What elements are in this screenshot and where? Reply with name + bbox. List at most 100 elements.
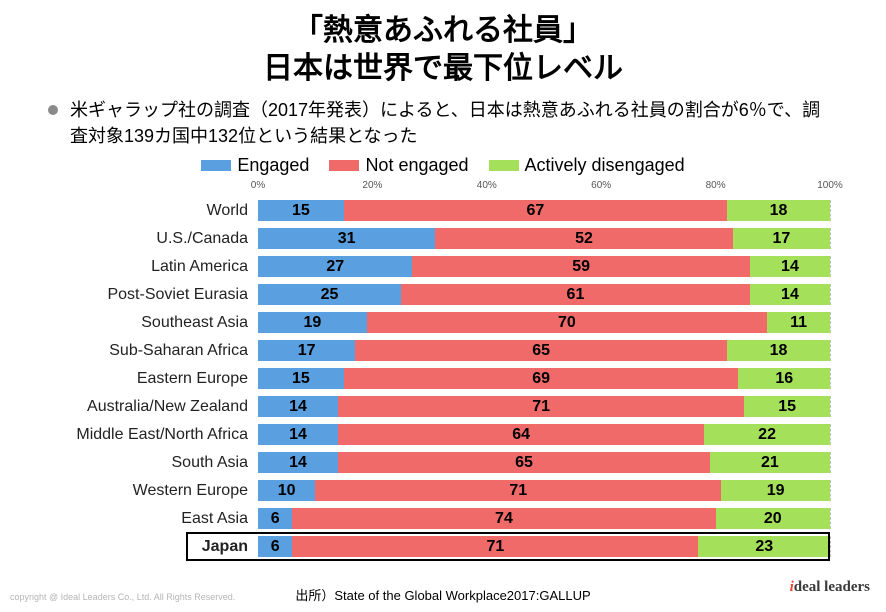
legend-label: Not engaged bbox=[365, 155, 468, 176]
row-label: East Asia bbox=[56, 510, 258, 528]
bar-row: Japan67123 bbox=[56, 534, 830, 559]
row-label: Sub-Saharan Africa bbox=[56, 342, 258, 360]
legend-swatch bbox=[489, 160, 519, 171]
bar-segment: 6 bbox=[258, 508, 292, 529]
bar-segment: 17 bbox=[733, 228, 830, 249]
bar-segment: 20 bbox=[716, 508, 830, 529]
bar-segment: 25 bbox=[258, 284, 401, 305]
bar-segment: 70 bbox=[367, 312, 767, 333]
bar-segment: 14 bbox=[258, 452, 338, 473]
bar-segment: 10 bbox=[258, 480, 315, 501]
bar-segment: 14 bbox=[750, 284, 830, 305]
bar-segment: 18 bbox=[727, 340, 830, 361]
bar-segment: 23 bbox=[698, 536, 830, 557]
bar-row: East Asia67420 bbox=[56, 506, 830, 531]
axis-tick: 60% bbox=[591, 180, 611, 191]
copyright-notice: copyright @ Ideal Leaders Co., Ltd. All … bbox=[10, 592, 235, 602]
row-label: Western Europe bbox=[56, 482, 258, 500]
axis-tick: 0% bbox=[251, 180, 265, 191]
bar-segment: 59 bbox=[412, 256, 749, 277]
description-text: 米ギャラップ社の調査（2017年発表）によると、日本は熱意あふれる社員の割合が6… bbox=[70, 97, 838, 149]
bar-segment: 14 bbox=[258, 424, 338, 445]
description-bullet: 米ギャラップ社の調査（2017年発表）によると、日本は熱意あふれる社員の割合が6… bbox=[0, 87, 886, 149]
title-line-1: 「熱意あふれる社員」 bbox=[0, 12, 886, 50]
legend-label: Engaged bbox=[237, 155, 309, 176]
bar-area: 67123 bbox=[258, 536, 830, 557]
bar-area: 197011 bbox=[258, 312, 830, 333]
bar-row: Sub-Saharan Africa176518 bbox=[56, 338, 830, 363]
row-label: Post-Soviet Eurasia bbox=[56, 286, 258, 304]
bar-segment: 18 bbox=[727, 200, 830, 221]
bar-area: 146521 bbox=[258, 452, 830, 473]
bar-row: Post-Soviet Eurasia256114 bbox=[56, 282, 830, 307]
bar-segment: 65 bbox=[355, 340, 727, 361]
bar-segment: 6 bbox=[258, 536, 292, 557]
bar-area: 275914 bbox=[258, 256, 830, 277]
row-label: Japan bbox=[56, 538, 258, 556]
bar-segment: 11 bbox=[767, 312, 830, 333]
axis-tick: 20% bbox=[362, 180, 382, 191]
row-label: Southeast Asia bbox=[56, 314, 258, 332]
bar-segment: 27 bbox=[258, 256, 412, 277]
legend-item: Engaged bbox=[201, 155, 309, 176]
legend-label: Actively disengaged bbox=[525, 155, 685, 176]
row-label: U.S./Canada bbox=[56, 230, 258, 248]
legend-item: Not engaged bbox=[329, 155, 468, 176]
bar-segment: 61 bbox=[401, 284, 750, 305]
bar-segment: 67 bbox=[344, 200, 727, 221]
bar-segment: 15 bbox=[744, 396, 830, 417]
bar-segment: 19 bbox=[258, 312, 367, 333]
bar-segment: 14 bbox=[750, 256, 830, 277]
bar-segment: 15 bbox=[258, 200, 344, 221]
bar-row: Eastern Europe156916 bbox=[56, 366, 830, 391]
bar-row: Latin America275914 bbox=[56, 254, 830, 279]
bar-segment: 71 bbox=[338, 396, 744, 417]
logo-text: deal leaders bbox=[794, 579, 870, 595]
row-label: South Asia bbox=[56, 454, 258, 472]
bar-segment: 71 bbox=[292, 536, 698, 557]
bar-area: 315217 bbox=[258, 228, 830, 249]
legend-swatch bbox=[329, 160, 359, 171]
chart-legend: Engaged Not engaged Actively disengaged bbox=[0, 149, 886, 176]
chart-rows: World156718U.S./Canada315217Latin Americ… bbox=[56, 198, 830, 559]
row-label: World bbox=[56, 202, 258, 220]
bar-row: Western Europe107119 bbox=[56, 478, 830, 503]
row-label: Latin America bbox=[56, 258, 258, 276]
bar-segment: 15 bbox=[258, 368, 344, 389]
bar-area: 156718 bbox=[258, 200, 830, 221]
bar-row: Southeast Asia197011 bbox=[56, 310, 830, 335]
bar-segment: 17 bbox=[258, 340, 355, 361]
bar-row: South Asia146521 bbox=[56, 450, 830, 475]
bar-area: 147115 bbox=[258, 396, 830, 417]
title-line-2: 日本は世界で最下位レベル bbox=[0, 50, 886, 88]
bar-segment: 65 bbox=[338, 452, 710, 473]
bar-segment: 64 bbox=[338, 424, 704, 445]
axis-tick: 100% bbox=[817, 180, 843, 191]
axis-tick: 80% bbox=[706, 180, 726, 191]
bullet-icon bbox=[48, 105, 58, 115]
bar-row: Middle East/North Africa146422 bbox=[56, 422, 830, 447]
bar-segment: 71 bbox=[315, 480, 721, 501]
legend-item: Actively disengaged bbox=[489, 155, 685, 176]
brand-logo: ideal leaders bbox=[790, 579, 870, 596]
row-label: Australia/New Zealand bbox=[56, 398, 258, 416]
row-label: Middle East/North Africa bbox=[56, 426, 258, 444]
bar-segment: 21 bbox=[710, 452, 830, 473]
bar-segment: 74 bbox=[292, 508, 715, 529]
title-block: 「熱意あふれる社員」 日本は世界で最下位レベル bbox=[0, 0, 886, 87]
bar-area: 156916 bbox=[258, 368, 830, 389]
bar-row: World156718 bbox=[56, 198, 830, 223]
bar-area: 256114 bbox=[258, 284, 830, 305]
chart: 0%20%40%60%80%100% World156718U.S./Canad… bbox=[56, 180, 830, 559]
axis-tick: 40% bbox=[477, 180, 497, 191]
bar-segment: 14 bbox=[258, 396, 338, 417]
bar-area: 107119 bbox=[258, 480, 830, 501]
bar-segment: 52 bbox=[435, 228, 732, 249]
bar-area: 176518 bbox=[258, 340, 830, 361]
bar-segment: 19 bbox=[721, 480, 830, 501]
legend-swatch bbox=[201, 160, 231, 171]
bar-segment: 31 bbox=[258, 228, 435, 249]
bar-area: 146422 bbox=[258, 424, 830, 445]
x-axis: 0%20%40%60%80%100% bbox=[56, 180, 830, 198]
row-label: Eastern Europe bbox=[56, 370, 258, 388]
